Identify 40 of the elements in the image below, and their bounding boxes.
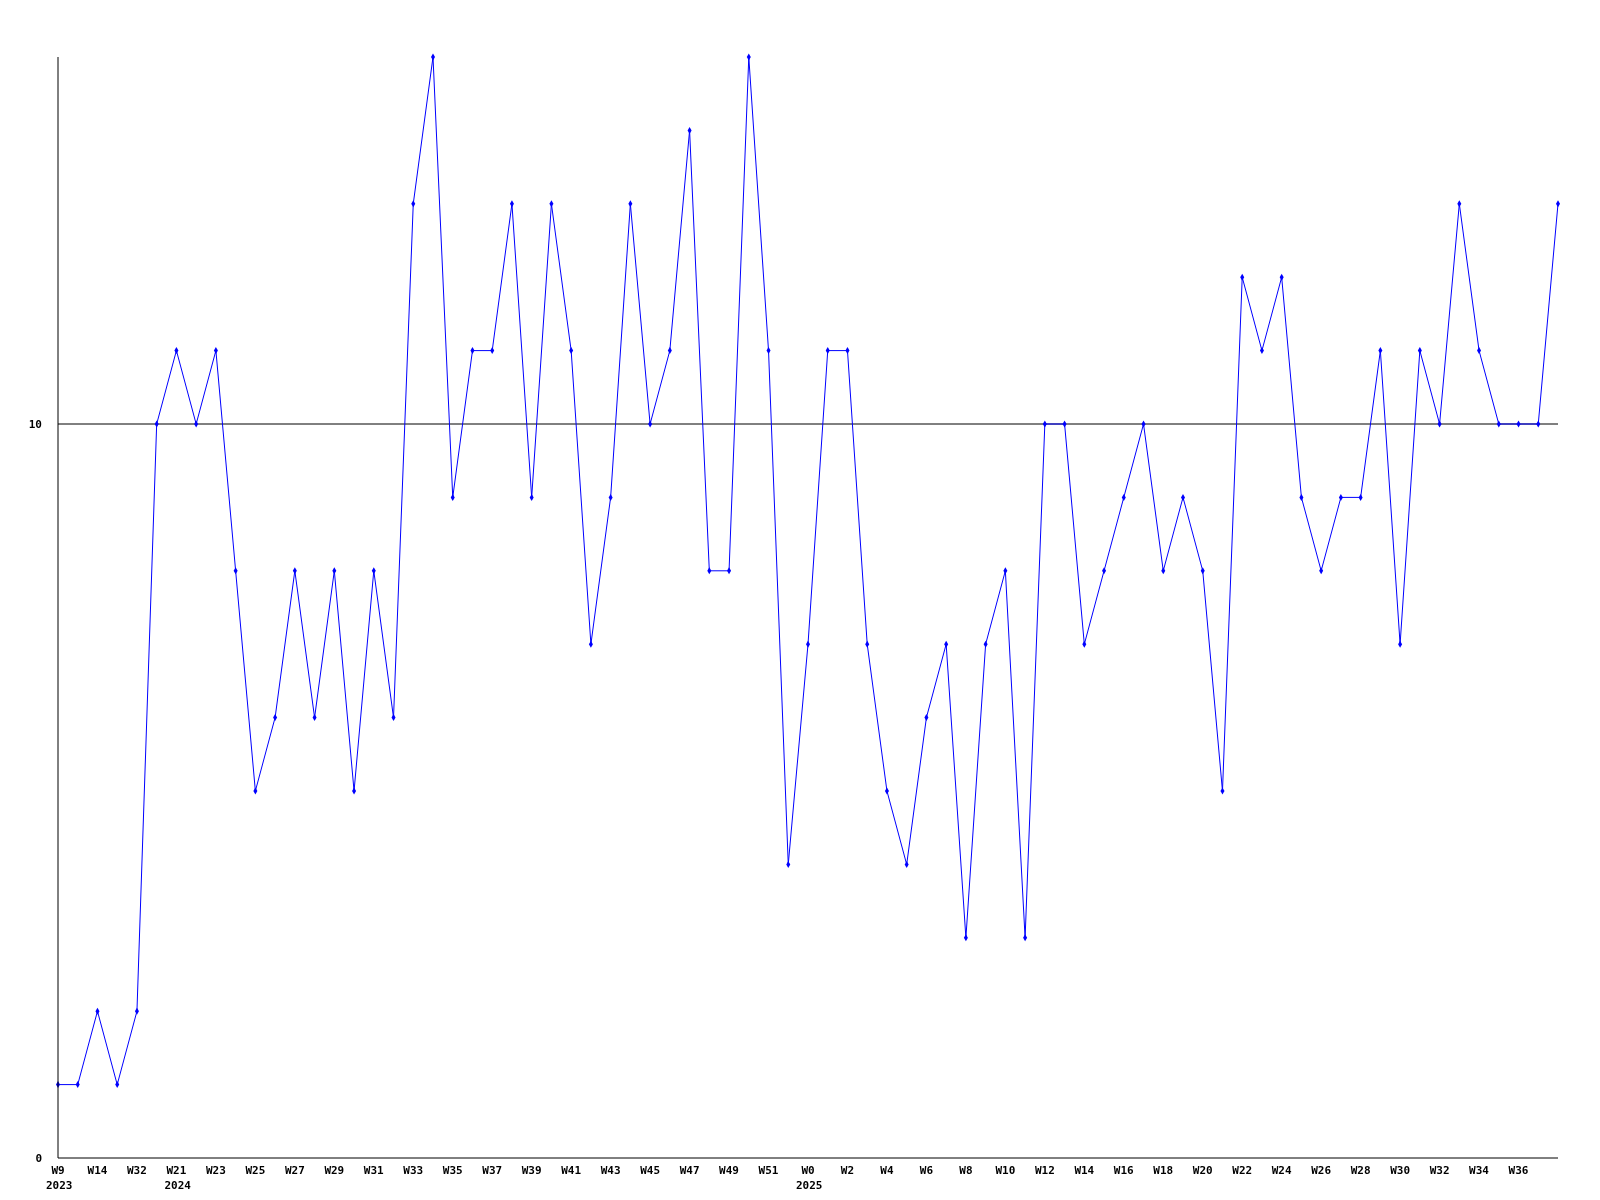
x-tick-label: W28: [1350, 1164, 1371, 1177]
x-tick-label: W10: [995, 1164, 1016, 1177]
x-tick-label: W21 2024: [164, 1164, 192, 1192]
x-tick-label: W24: [1271, 1164, 1292, 1177]
x-tick-label: W0 2025: [796, 1164, 823, 1192]
x-tick-label: W45: [640, 1164, 661, 1177]
x-tick-label: W36: [1508, 1164, 1529, 1177]
x-tick-label: W6: [919, 1164, 934, 1177]
x-tick-label: W18: [1153, 1164, 1174, 1177]
x-tick-label: W41: [561, 1164, 582, 1177]
x-tick-label: W20: [1192, 1164, 1213, 1177]
x-tick-label: W32: [127, 1164, 147, 1177]
x-tick-label: W2: [840, 1164, 855, 1177]
x-tick-label: W33: [403, 1164, 424, 1177]
x-tick-label: W32: [1429, 1164, 1450, 1177]
x-tick-label: W39: [521, 1164, 542, 1177]
x-tick-label: W37: [482, 1164, 503, 1177]
x-tick-label: W30: [1390, 1164, 1411, 1177]
x-tick-label: W23: [205, 1164, 226, 1177]
x-tick-label: W49: [719, 1164, 739, 1177]
x-tick-label: W8: [959, 1164, 973, 1177]
x-tick-label: W47: [679, 1164, 700, 1177]
x-tick-label: W43: [600, 1164, 621, 1177]
x-tick-label: W27: [284, 1164, 305, 1177]
x-tick-label: W51: [758, 1164, 779, 1177]
x-tick-label: W31: [363, 1164, 385, 1177]
x-tick-label: W4: [880, 1164, 894, 1177]
x-tick-label: W25: [245, 1164, 266, 1177]
x-tick-label: W14: [87, 1164, 108, 1177]
x-tick-label: W22: [1232, 1164, 1253, 1177]
x-tick-label: W16: [1113, 1164, 1135, 1177]
x-tick-label: W12: [1034, 1164, 1055, 1177]
x-tick-label: W26: [1311, 1164, 1332, 1177]
x-tick-label: W34: [1469, 1164, 1490, 1177]
x-tick-label: W35: [442, 1164, 463, 1177]
x-tick-label: W9 2023: [46, 1164, 73, 1192]
x-tick-label: W29: [324, 1164, 345, 1177]
y-tick-label: 10: [28, 417, 42, 431]
x-tick-label: W14: [1074, 1164, 1095, 1177]
y-tick-label: 0: [35, 1151, 42, 1165]
